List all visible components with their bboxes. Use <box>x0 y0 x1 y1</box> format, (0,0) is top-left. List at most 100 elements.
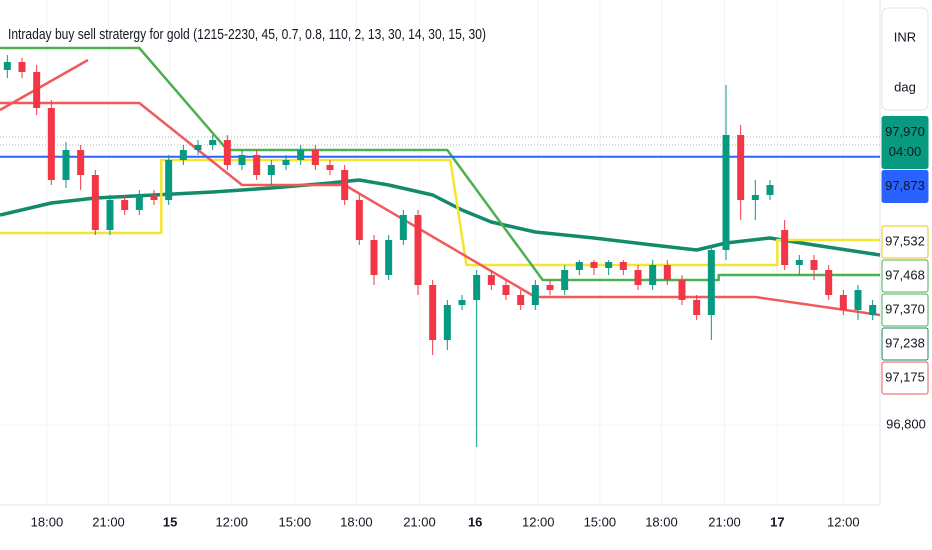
candle-body <box>649 265 657 285</box>
candle-body <box>869 305 877 315</box>
candle-body <box>385 240 393 275</box>
candle-body <box>722 135 730 250</box>
candle-body <box>414 215 422 285</box>
candle-body <box>47 108 55 180</box>
price-tag-label: 97,532 <box>885 233 925 248</box>
candle-body <box>502 285 510 295</box>
candle-body <box>795 260 803 265</box>
price-tag-label: 97,468 <box>885 267 925 282</box>
candle-body <box>839 295 847 310</box>
price-tag-label: 97,175 <box>885 369 925 384</box>
y-tick-label: 96,800 <box>886 416 926 431</box>
candle-body <box>150 195 158 200</box>
chart-title: Intraday buy sell stratergy for gold (12… <box>8 26 486 43</box>
x-tick-label: 18:00 <box>340 514 373 529</box>
candle-body <box>854 290 862 310</box>
candle-body <box>165 160 173 200</box>
x-tick-label: 15 <box>163 514 177 529</box>
price-tag <box>881 259 929 293</box>
candle-body <box>575 262 583 270</box>
candle-body <box>737 135 745 200</box>
x-tick-label: 18:00 <box>645 514 678 529</box>
price-tag-label: 97,970 <box>885 124 925 139</box>
candle-body <box>77 150 85 175</box>
candle-body <box>751 195 759 200</box>
candles <box>3 55 877 447</box>
candle-body <box>546 285 554 290</box>
candle-body <box>634 270 642 285</box>
candle-body <box>693 300 701 315</box>
candle-body <box>605 262 613 268</box>
x-tick-label: 16 <box>468 514 482 529</box>
candle-body <box>443 305 451 340</box>
candle-body <box>311 150 319 165</box>
price-tag-label: 97,873 <box>885 178 925 193</box>
candle-body <box>18 62 26 72</box>
price-tag <box>881 170 929 203</box>
x-tick-label: 12:00 <box>522 514 555 529</box>
candle-body <box>135 195 143 210</box>
candle-body <box>531 285 539 305</box>
price-axis: 96,800 97,970 04:00 97,873 97,532 97,468 97,37… <box>881 116 929 431</box>
x-tick-label: 12:00 <box>827 514 860 529</box>
candle-body <box>781 230 789 265</box>
x-tick-label: 21:00 <box>708 514 741 529</box>
candle-body <box>766 185 774 195</box>
candle-body <box>458 300 466 305</box>
price-tag <box>881 361 929 395</box>
candle-body <box>209 140 217 145</box>
candle-body <box>238 155 246 165</box>
candle-body <box>267 165 275 175</box>
price-tag-label: 97,370 <box>885 301 925 316</box>
candle-body <box>561 270 569 290</box>
candle-body <box>590 262 598 268</box>
candle-body <box>517 295 525 305</box>
candle-body <box>223 140 231 165</box>
indicator-line <box>0 158 880 267</box>
candle-body <box>619 262 627 270</box>
x-tick-label: 21:00 <box>403 514 436 529</box>
x-tick-label: 17 <box>770 514 784 529</box>
candle-body <box>370 240 378 275</box>
candle-body <box>355 200 363 240</box>
candle-body <box>326 165 334 170</box>
candle-body <box>121 200 129 210</box>
candle-body <box>106 200 114 230</box>
indicator-line <box>0 46 880 282</box>
x-tick-label: 18:00 <box>31 514 64 529</box>
candle-body <box>91 175 99 230</box>
price-tag <box>881 225 929 259</box>
currency[interactable]: INR <box>894 29 916 44</box>
candle-body <box>825 270 833 295</box>
candle-body <box>678 280 686 300</box>
candle-body <box>399 215 407 240</box>
candle-body <box>253 155 261 175</box>
candle-body <box>3 62 11 70</box>
price-tag-label: 97,238 <box>885 335 925 350</box>
price-tag <box>881 293 929 327</box>
scale-menu[interactable] <box>881 7 929 111</box>
x-tick-label: 12:00 <box>215 514 248 529</box>
x-tick-label: 15:00 <box>584 514 617 529</box>
candle-body <box>282 160 290 165</box>
candle-body <box>429 285 437 340</box>
candle-body <box>33 72 41 108</box>
candle-body <box>663 265 671 280</box>
interval[interactable]: dag <box>894 79 916 94</box>
price-tag-countdown: 04:00 <box>889 144 922 159</box>
candle-body <box>341 170 349 200</box>
x-tick-label: 15:00 <box>279 514 312 529</box>
candle-body <box>707 250 715 315</box>
indicator-line <box>0 178 881 257</box>
indicator-line <box>0 58 89 112</box>
candle-body <box>810 260 818 270</box>
x-tick-label: 21:00 <box>92 514 125 529</box>
candle-body <box>297 150 305 160</box>
candle-body <box>473 275 481 300</box>
candle-body <box>487 275 495 285</box>
candle-body <box>62 150 70 180</box>
price-tag <box>881 327 929 361</box>
price-tag <box>881 116 929 169</box>
